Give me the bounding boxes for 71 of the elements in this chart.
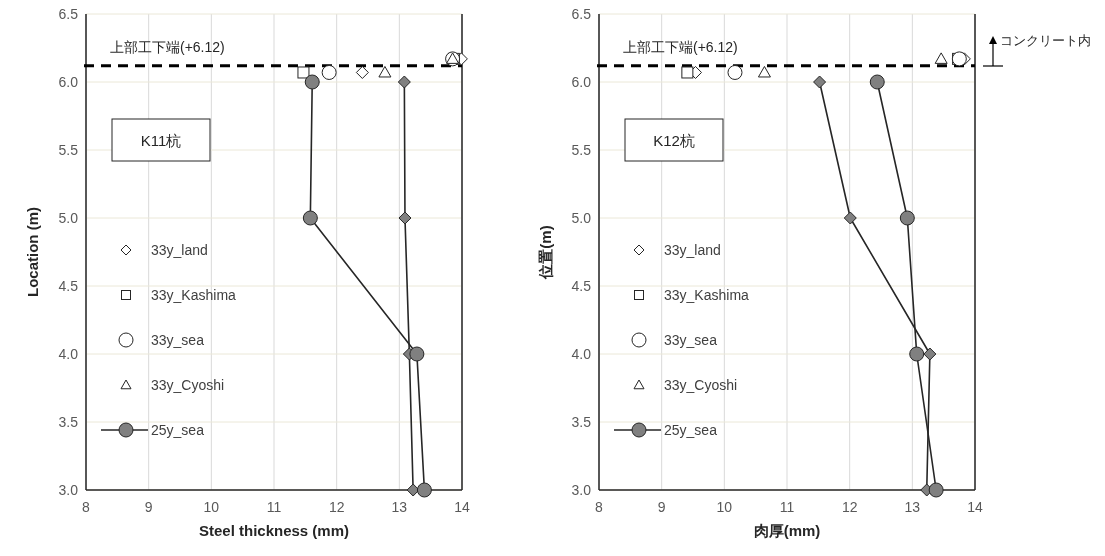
point (416, 482, 432, 498)
legend-label: 33y_sea (151, 332, 205, 348)
point (378, 65, 392, 78)
y-tick-label: 5.5 (58, 142, 79, 158)
x-tick-label: 14 (967, 499, 983, 515)
legend-label: 33y_Cyoshi (664, 377, 738, 393)
legend-label: 33y_Cyoshi (151, 377, 225, 393)
y-tick-label: 5.0 (58, 210, 79, 226)
y-tick-label: 4.5 (571, 278, 592, 294)
ref-line-label: 上部工下端(+6.12) (110, 38, 225, 55)
x-tick-label: 12 (328, 499, 345, 515)
point (869, 74, 885, 90)
point (406, 483, 420, 497)
point (397, 75, 411, 89)
x-tick-label: 8 (595, 499, 604, 515)
point (297, 66, 310, 79)
point (321, 64, 337, 80)
y-axis-title: Location (m) (24, 207, 41, 297)
y-tick-label: 3.0 (571, 482, 592, 498)
y-tick-label: 4.0 (58, 346, 79, 362)
y-axis-title: 位置(m) (537, 225, 554, 280)
text: コンクリート内 (1000, 33, 1091, 48)
y-tick-label: 3.5 (571, 414, 592, 430)
x-tick-label: 9 (144, 499, 153, 515)
legend-label: 25y_sea (664, 422, 718, 438)
x-axis-title: 肉厚(mm) (753, 522, 821, 539)
x-tick-label: 13 (904, 499, 921, 515)
y-tick-label: 6.5 (58, 6, 79, 22)
legend-label: 33y_Kashima (664, 287, 750, 303)
point (757, 65, 771, 78)
legend-label: 33y_land (151, 242, 208, 258)
point (681, 66, 694, 79)
point (398, 211, 412, 225)
x-tick-label: 12 (841, 499, 858, 515)
y-tick-label: 5.5 (571, 142, 592, 158)
x-tick-label: 13 (391, 499, 408, 515)
y-tick-label: 3.0 (58, 482, 79, 498)
legend-label: 33y_Kashima (151, 287, 237, 303)
y-tick-label: 6.0 (571, 74, 592, 90)
point (934, 52, 948, 64)
legend-label: 33y_sea (664, 332, 718, 348)
point (909, 346, 925, 362)
x-tick-label: 8 (82, 499, 91, 515)
y-tick-label: 5.0 (571, 210, 592, 226)
point (727, 64, 743, 80)
y-tick-label: 6.0 (58, 74, 79, 90)
point (928, 482, 944, 498)
x-axis-title: Steel thickness (mm) (198, 522, 350, 539)
x-tick-label: 10 (716, 499, 733, 515)
point (899, 210, 915, 226)
point (843, 211, 857, 225)
x-tick-label: 10 (203, 499, 220, 515)
y-tick-label: 4.0 (571, 346, 592, 362)
point (304, 74, 320, 90)
y-tick-label: 6.5 (571, 6, 592, 22)
x-tick-label: 11 (266, 499, 282, 515)
x-tick-label: 11 (779, 499, 795, 515)
y-tick-label: 3.5 (58, 414, 79, 430)
legend-label: 33y_land (664, 242, 721, 258)
point (923, 347, 937, 361)
legend-label: 25y_sea (151, 422, 205, 438)
annotation: K12杭 (653, 132, 695, 149)
x-tick-label: 14 (454, 499, 470, 515)
annotation: K11杭 (140, 132, 182, 149)
ref-line-label: 上部工下端(+6.12) (623, 38, 738, 55)
point (409, 346, 425, 362)
point (355, 65, 369, 79)
y-tick-label: 4.5 (58, 278, 79, 294)
point (302, 210, 318, 226)
point (813, 75, 827, 89)
x-tick-label: 9 (657, 499, 666, 515)
